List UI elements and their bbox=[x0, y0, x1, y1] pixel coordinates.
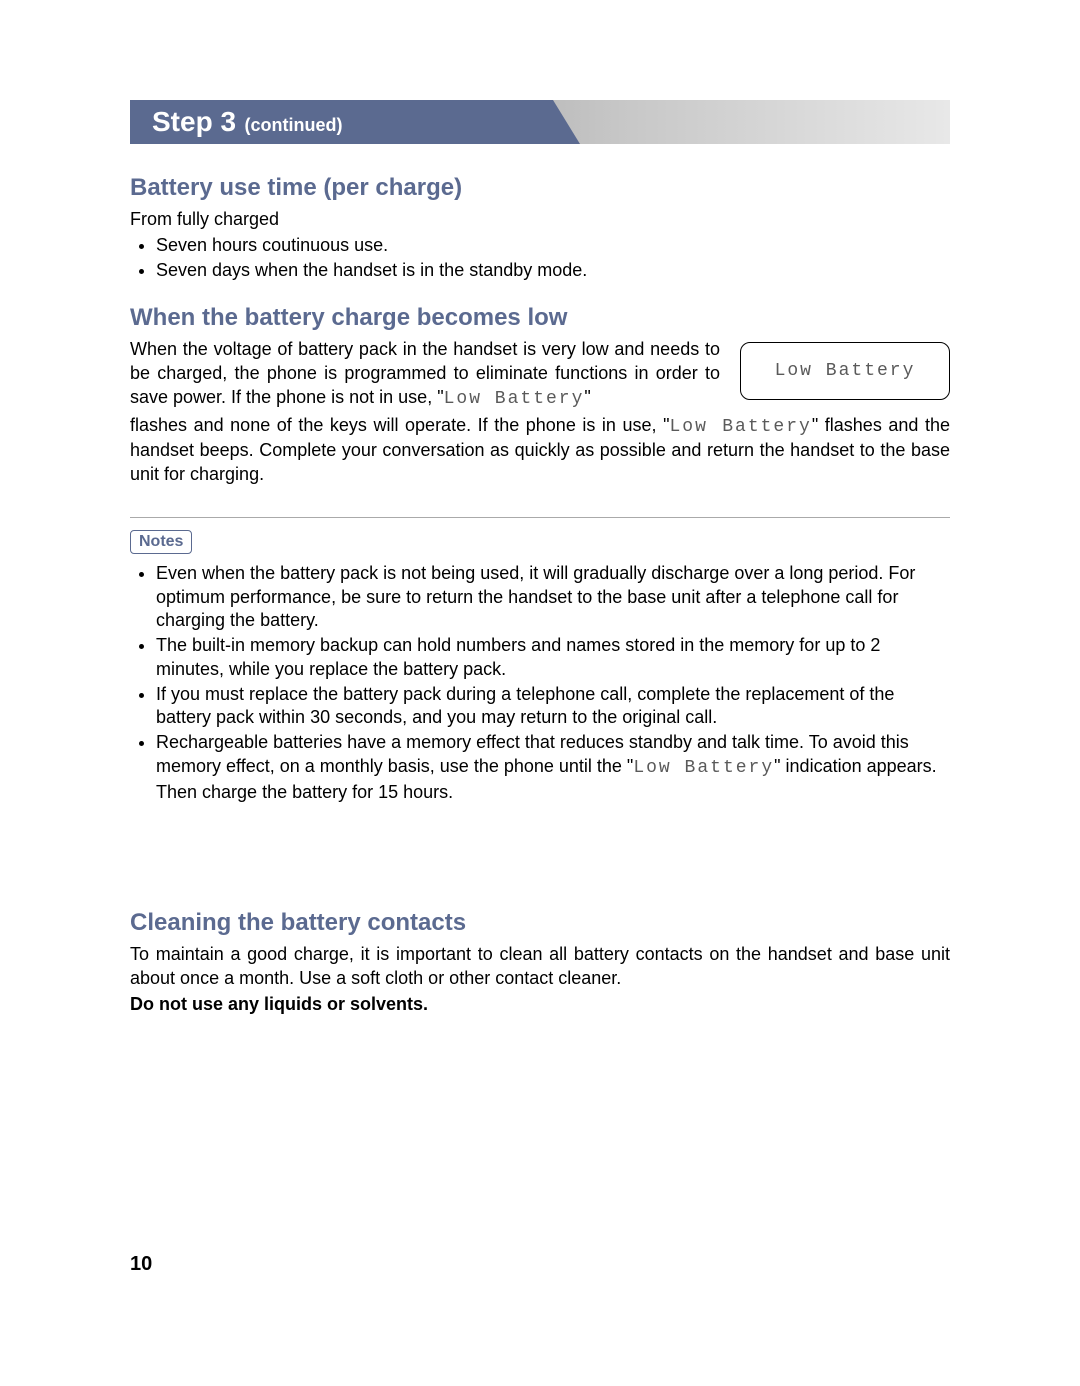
battery-use-bullets: Seven hours coutinuous use. Seven days w… bbox=[130, 234, 950, 283]
list-item: The built-in memory backup can hold numb… bbox=[156, 634, 950, 682]
page-number: 10 bbox=[130, 1253, 152, 1276]
heading-cleaning-contacts: Cleaning the battery contacts bbox=[130, 909, 950, 937]
manual-page: Step 3 (continued) Battery use time (per… bbox=[0, 0, 1080, 1386]
list-item: Even when the battery pack is not being … bbox=[156, 562, 950, 633]
notes-section: Notes Even when the battery pack is not … bbox=[130, 530, 950, 805]
banner-text: Step 3 (continued) bbox=[130, 100, 950, 149]
battery-use-intro: From fully charged bbox=[130, 208, 950, 232]
lcd-inline-text: Low Battery bbox=[669, 417, 811, 437]
text: flashes and none of the keys will operat… bbox=[130, 415, 669, 435]
lcd-inline-text: Low Battery bbox=[633, 758, 774, 778]
notes-list: Even when the battery pack is not being … bbox=[130, 562, 950, 805]
notes-badge: Notes bbox=[130, 530, 192, 554]
lcd-display-figure: Low Battery bbox=[740, 342, 950, 400]
lcd-display-text: Low Battery bbox=[775, 361, 916, 381]
step-label: Step 3 bbox=[152, 106, 236, 137]
list-item: Rechargeable batteries have a memory eff… bbox=[156, 731, 950, 804]
continued-label: (continued) bbox=[244, 115, 342, 135]
list-item: Seven hours coutinuous use. bbox=[156, 234, 950, 258]
list-item: If you must replace the battery pack dur… bbox=[156, 683, 950, 731]
divider bbox=[130, 517, 950, 518]
lcd-frame: Low Battery bbox=[740, 342, 950, 400]
text: " bbox=[584, 387, 590, 407]
heading-low-battery: When the battery charge becomes low bbox=[130, 304, 950, 332]
text: When the voltage of battery pack in the … bbox=[130, 339, 720, 407]
low-battery-para-b: flashes and none of the keys will operat… bbox=[130, 414, 950, 487]
list-item: Seven days when the handset is in the st… bbox=[156, 259, 950, 283]
cleaning-para: To maintain a good charge, it is importa… bbox=[130, 943, 950, 991]
lcd-inline-text: Low Battery bbox=[444, 389, 585, 409]
heading-battery-use-time: Battery use time (per charge) bbox=[130, 174, 950, 202]
cleaning-warning: Do not use any liquids or solvents. bbox=[130, 993, 950, 1017]
step-banner: Step 3 (continued) bbox=[130, 100, 950, 144]
